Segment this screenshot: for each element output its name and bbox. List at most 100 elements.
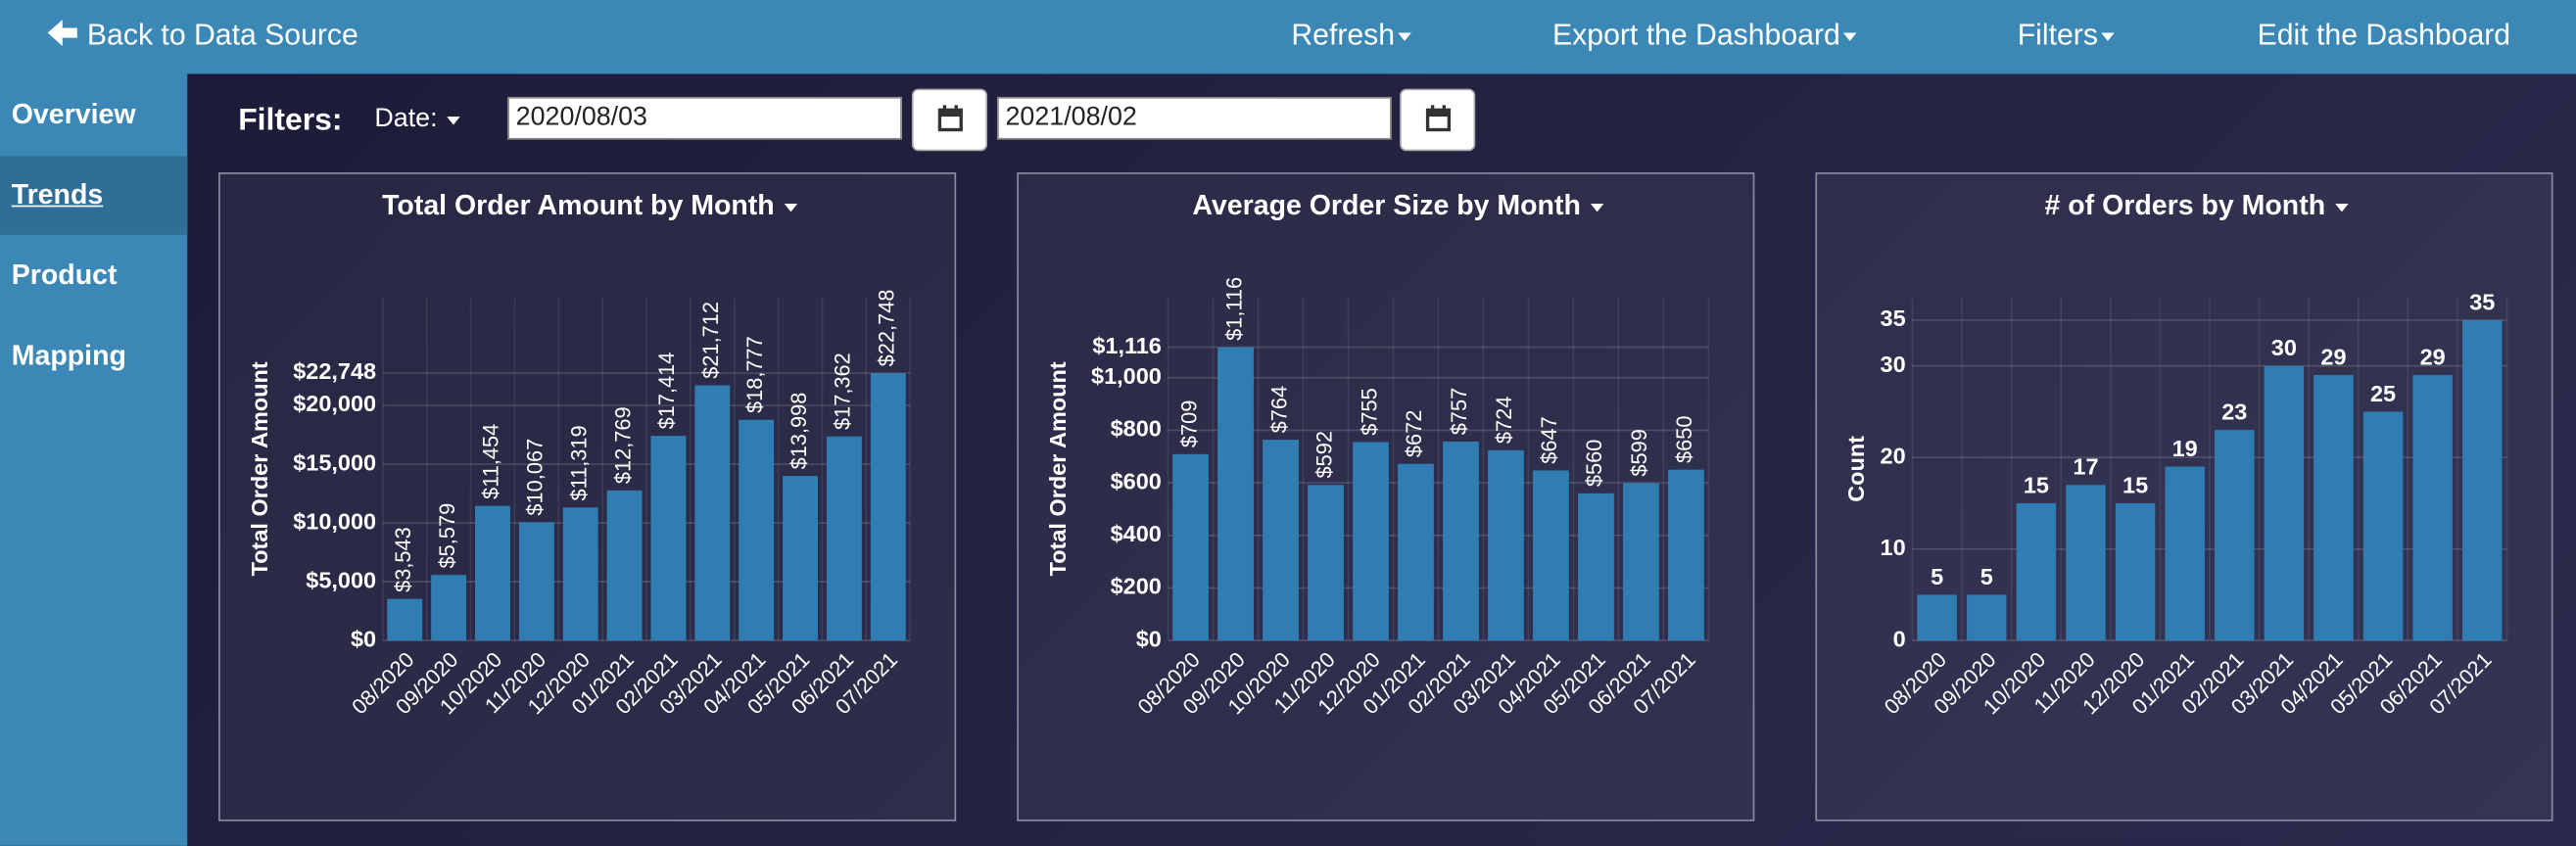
value-label: $17,362	[831, 352, 855, 430]
bar	[2066, 485, 2106, 641]
value-label: $13,998	[787, 393, 811, 470]
nav-product[interactable]: Product	[11, 259, 118, 291]
back-text: Back to Data Source	[86, 18, 358, 51]
value-label: 15	[2123, 472, 2148, 497]
chart: Average Order Size by Month Total Order A…	[1045, 190, 1710, 719]
title-caret	[784, 203, 798, 212]
value-label: $647	[1537, 416, 1561, 463]
value-label: $764	[1266, 386, 1291, 433]
value-label: $3,543	[391, 527, 415, 592]
bar	[2462, 319, 2503, 641]
bar	[870, 373, 906, 641]
back-link[interactable]: Back to Data Source	[46, 18, 358, 52]
calendar-icon	[1425, 105, 1452, 132]
date-dropdown[interactable]: Date:	[374, 105, 460, 134]
calendar-icon	[937, 105, 963, 132]
value-label: 29	[2420, 344, 2446, 369]
value-label: $5,579	[435, 503, 459, 569]
nav-mapping[interactable]: Mapping	[11, 340, 126, 372]
y-tick-label: $1,000	[1091, 363, 1162, 389]
y-tick-label: $400	[1111, 521, 1162, 546]
bar	[826, 436, 862, 641]
y-tick-label: $22,748	[293, 358, 376, 384]
edit-link[interactable]: Edit the Dashboard	[2257, 18, 2511, 51]
y-axis-label: Total Order Amount	[247, 361, 272, 576]
bar	[431, 575, 467, 641]
value-label: 30	[2271, 335, 2297, 360]
bar	[1353, 442, 1389, 641]
nav-trends[interactable]: Trends	[0, 156, 188, 235]
y-tick-label: $800	[1111, 416, 1162, 442]
value-label: $1,116	[1221, 277, 1246, 341]
value-label: $709	[1176, 400, 1201, 447]
bar	[2215, 430, 2255, 641]
value-label: $599	[1627, 429, 1651, 477]
bar	[2016, 502, 2057, 641]
bar	[2362, 411, 2404, 641]
value-label: $10,067	[523, 439, 548, 516]
y-tick-label: 30	[1881, 352, 1906, 377]
chart-panel: # of Orders by Month Count 0 10 20 30 35 5 08/20…	[1815, 172, 2553, 822]
y-tick-label: $1,116	[1092, 333, 1162, 358]
value-label: $11,454	[479, 424, 503, 499]
y-tick-label: $0	[351, 626, 376, 651]
bar	[2264, 365, 2305, 641]
y-axis-label: Total Order Amount	[1045, 361, 1071, 576]
export-menu[interactable]: Export the Dashboard	[1552, 18, 1856, 52]
refresh-menu[interactable]: Refresh	[1291, 18, 1410, 52]
title-caret	[2335, 203, 2349, 212]
y-tick-label: $0	[1136, 626, 1162, 651]
value-label: 5	[1931, 564, 1943, 589]
bar	[1967, 594, 2007, 641]
value-label: 29	[2320, 344, 2346, 369]
bar	[1668, 469, 1704, 641]
bar	[2165, 466, 2205, 641]
y-tick-label: $20,000	[293, 391, 376, 416]
bar	[1533, 470, 1569, 641]
start-calendar-button[interactable]	[911, 88, 988, 152]
y-tick-label: $600	[1111, 468, 1162, 494]
filters-menu[interactable]: Filters	[2018, 18, 2115, 52]
value-label: 15	[2024, 472, 2049, 497]
bar	[518, 522, 554, 641]
y-tick-label: 10	[1881, 535, 1906, 560]
bar	[1263, 440, 1299, 641]
bar	[1443, 441, 1479, 641]
bar	[1217, 347, 1254, 641]
bar	[2115, 502, 2156, 641]
end-date-input[interactable]: 2021/08/02	[997, 96, 1392, 140]
y-tick-label: $200	[1111, 574, 1162, 599]
value-label: $22,748	[875, 290, 899, 367]
y-tick-label: $5,000	[306, 567, 376, 592]
value-label: 19	[2172, 436, 2198, 461]
start-date-input[interactable]: 2020/08/03	[507, 96, 902, 140]
value-label: $12,769	[610, 406, 635, 484]
end-calendar-button[interactable]	[1400, 88, 1476, 152]
bar	[2314, 375, 2354, 641]
back-arrow	[47, 20, 77, 46]
y-tick-label: 0	[1893, 626, 1906, 651]
bar	[650, 436, 687, 641]
value-label: $755	[1357, 388, 1381, 436]
nav-overview[interactable]: Overview	[11, 98, 136, 130]
value-label: 25	[2370, 381, 2396, 406]
chart-title: Average Order Size by Month	[1192, 190, 1580, 221]
chart-panel: Average Order Size by Month Total Order A…	[1017, 172, 1755, 822]
y-tick-label: 20	[1881, 443, 1906, 468]
bar	[694, 385, 731, 641]
bar	[606, 490, 643, 641]
value-label: 35	[2469, 289, 2495, 314]
bar	[1308, 485, 1344, 641]
sidebar: Overview Trends Product Mapping	[0, 73, 188, 846]
bar	[783, 476, 819, 641]
top-bar: Back to Data Source Refresh Export the D…	[0, 0, 2576, 74]
value-label: $17,414	[654, 352, 679, 430]
bar	[387, 598, 423, 641]
value-label: $650	[1672, 415, 1696, 463]
value-label: 17	[2073, 454, 2098, 480]
bar	[1172, 453, 1209, 641]
y-axis-label: Count	[1843, 436, 1869, 502]
bar	[1917, 594, 1957, 641]
chart: Total Order Amount by Month Total Order A…	[247, 190, 912, 719]
